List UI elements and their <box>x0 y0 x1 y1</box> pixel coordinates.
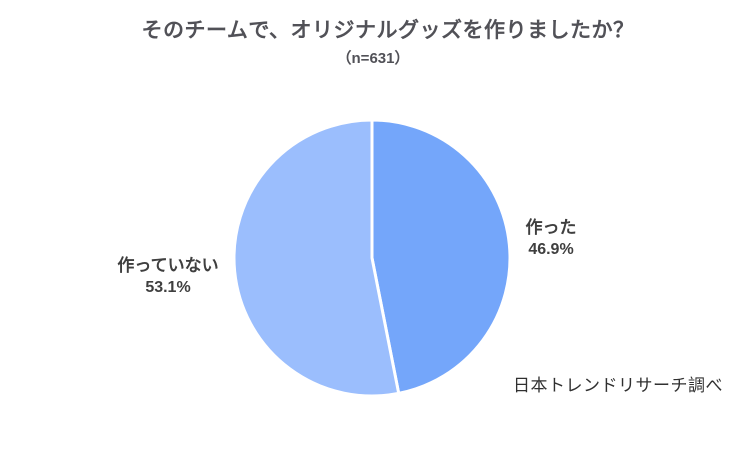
pie-slice-0 <box>370 118 512 396</box>
data-label-not-made-value: 53.1% <box>145 279 191 296</box>
pie-chart <box>232 118 512 398</box>
sample-size-label: （n=631） <box>336 50 410 67</box>
data-label-made: 作った 46.9% <box>503 217 599 261</box>
data-label-made-value: 46.9% <box>528 241 574 258</box>
page-title: そのチームで、オリジナルグッズを作りましたか？ <box>141 19 635 42</box>
data-label-made-name: 作った <box>525 218 577 237</box>
source-credit: 日本トレンドリサーチ調べ <box>513 376 723 395</box>
pie-slice-1 <box>232 118 401 398</box>
data-label-not-made: 作っていない 53.1% <box>92 255 244 299</box>
data-label-not-made-name: 作っていない <box>117 256 219 275</box>
